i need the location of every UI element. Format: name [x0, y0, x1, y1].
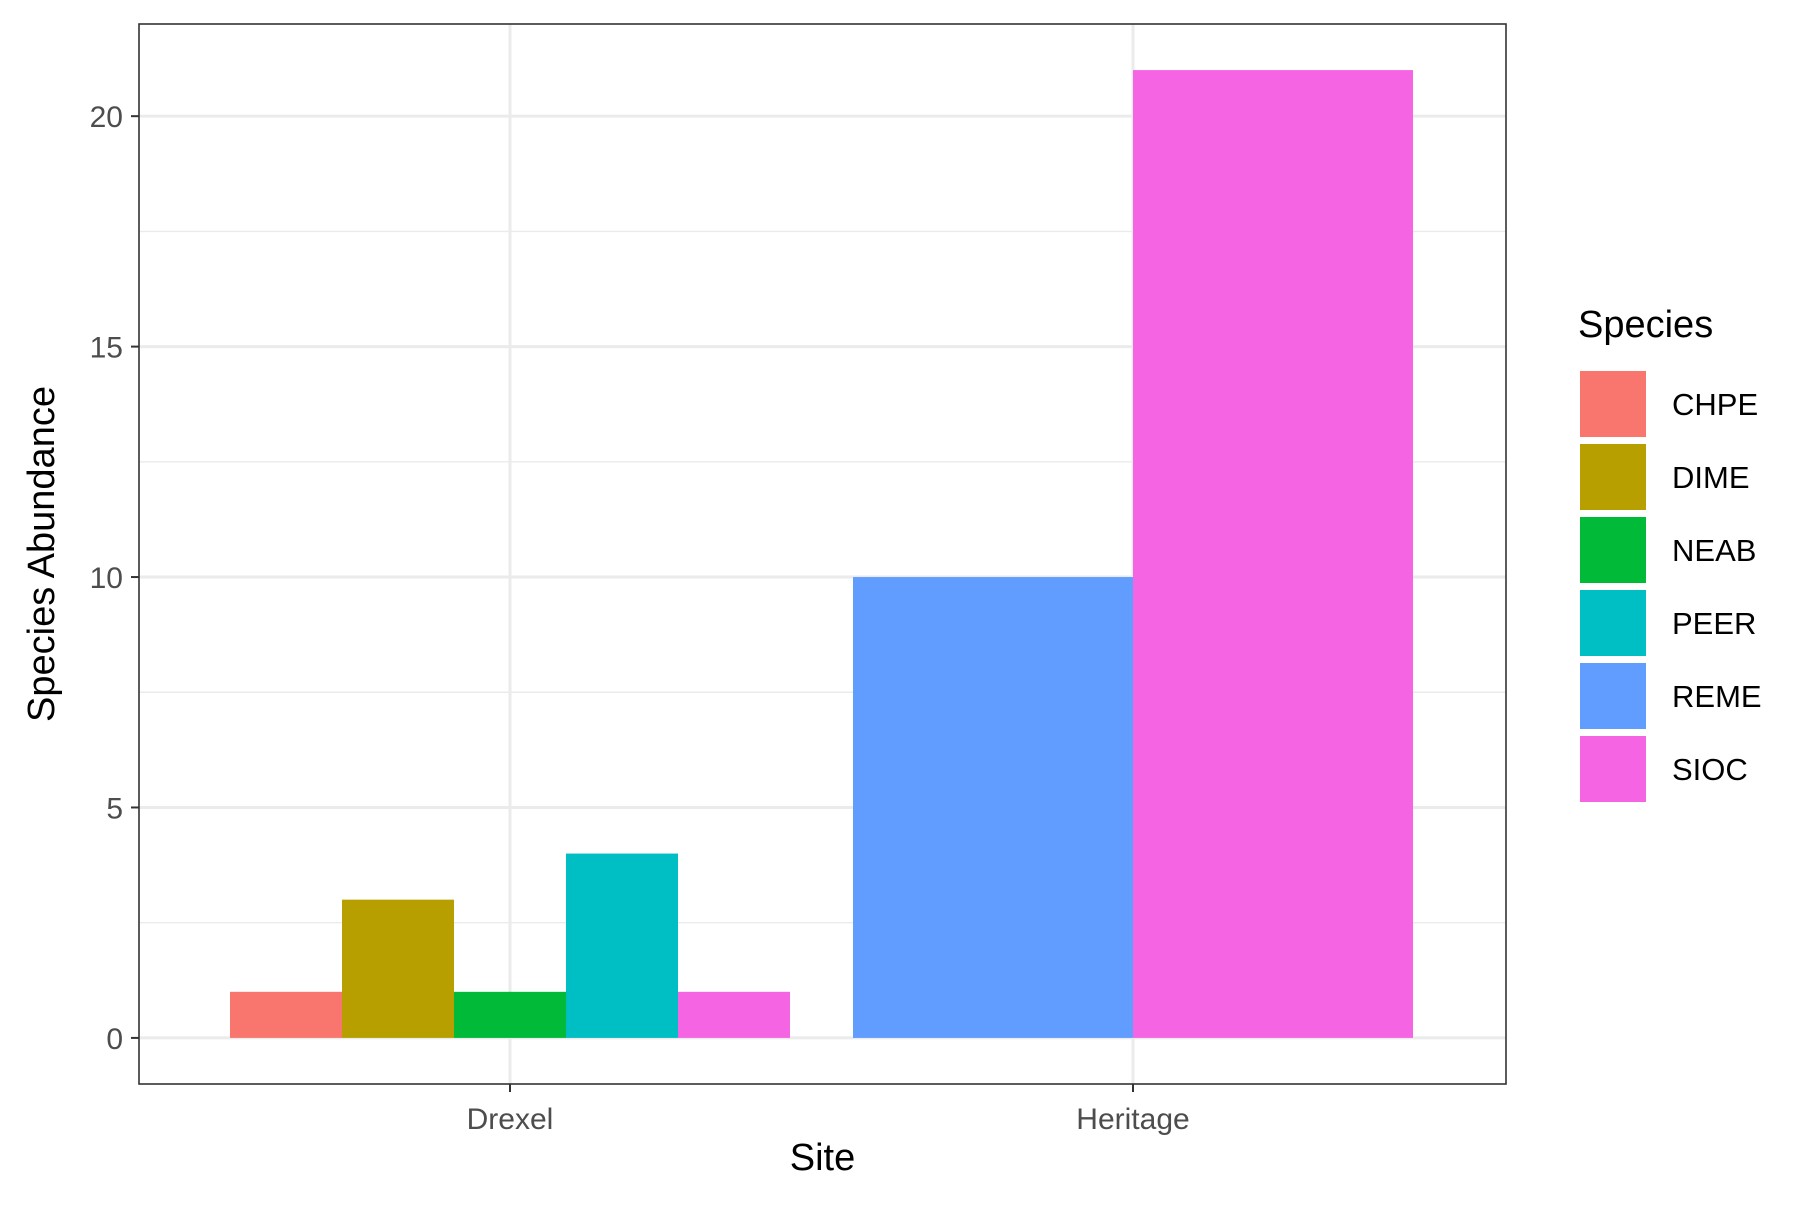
- bar-heritage-sioc: [1133, 70, 1413, 1038]
- y-tick-label: 15: [90, 332, 123, 365]
- y-tick-label: 0: [106, 1023, 123, 1056]
- bar-drexel-sioc: [678, 991, 790, 1038]
- y-tick-label: 10: [90, 562, 123, 595]
- bar-drexel-neab: [454, 991, 566, 1038]
- legend-label-reme: REME: [1672, 679, 1762, 714]
- legend-key-dime: [1580, 444, 1646, 510]
- bar-drexel-chpe: [230, 991, 342, 1038]
- x-axis-title: Site: [790, 1137, 855, 1179]
- bars: [230, 70, 1413, 1038]
- legend-key-neab: [1580, 517, 1646, 583]
- legend-label-neab: NEAB: [1672, 533, 1756, 568]
- legend-label-sioc: SIOC: [1672, 752, 1748, 787]
- legend-title: Species: [1578, 304, 1713, 346]
- legend-label-peer: PEER: [1672, 606, 1756, 641]
- y-axis-title: Species Abundance: [21, 386, 63, 722]
- legend-key-peer: [1580, 590, 1646, 656]
- legend: Species CHPE DIME NEAB PEER REME SIOC: [1578, 304, 1762, 802]
- y-tick-label: 5: [106, 792, 123, 825]
- x-tick-label: Drexel: [467, 1103, 554, 1136]
- legend-key-sioc: [1580, 736, 1646, 802]
- panel-border: [138, 23, 1507, 1085]
- legend-key-reme: [1580, 663, 1646, 729]
- bar-drexel-peer: [566, 853, 678, 1038]
- y-tick-label: 20: [90, 101, 123, 134]
- x-tick-label: Heritage: [1076, 1103, 1189, 1136]
- bar-heritage-reme: [853, 577, 1133, 1038]
- legend-label-chpe: CHPE: [1672, 387, 1758, 422]
- legend-label-dime: DIME: [1672, 460, 1750, 495]
- axes: 0 5 10 15 20 Drexel Heritage: [90, 101, 1190, 1136]
- legend-key-chpe: [1580, 371, 1646, 437]
- bar-drexel-dime: [342, 899, 454, 1038]
